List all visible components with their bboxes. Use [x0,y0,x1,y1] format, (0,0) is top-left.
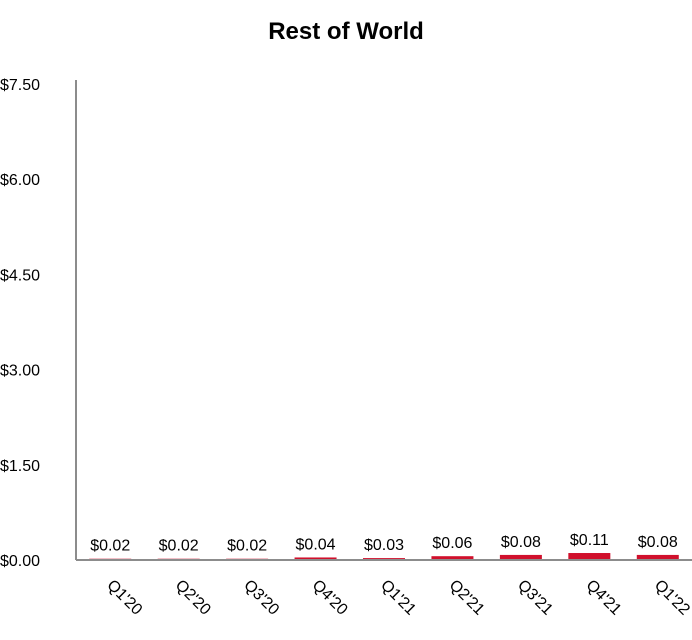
bar [568,553,611,560]
y-tick-label: $1.50 [0,458,40,475]
data-label: $0.08 [638,534,678,551]
x-tick-label: Q1'20 [103,577,145,619]
y-tick-label: $6.00 [0,172,40,189]
data-label: $0.02 [227,538,267,555]
chart-title: Rest of World [268,18,424,45]
x-tick-label: Q2'21 [446,577,488,619]
x-tick-label: Q3'21 [514,577,556,619]
data-labels: $0.02 $0.02 $0.02 $0.04 $0.03 $0.06 $0.08 $0.11… [90,532,678,555]
data-label: $0.08 [501,534,541,551]
x-tick-label: Q3'20 [240,577,282,619]
data-label: $0.02 [159,538,199,555]
x-axis-ticks: Q1'20 Q2'20 Q3'20 Q4'20 Q1'21 Q2'21 Q3'21 Q4'21… [103,577,692,619]
y-axis-ticks: $0.00 $1.50 $3.00 $4.50 $6.00 $7.50 [0,77,40,570]
bar [499,554,542,560]
data-label: $0.06 [432,535,472,552]
data-label: $0.03 [364,537,404,554]
y-tick-label: $7.50 [0,77,40,94]
y-tick-label: $0.00 [0,553,40,570]
x-tick-label: Q1'21 [377,577,419,619]
x-tick-label: Q1'22 [651,577,692,619]
data-label: $0.04 [296,536,336,553]
y-tick-label: $3.00 [0,363,40,380]
x-tick-label: Q2'20 [172,577,214,619]
y-tick-label: $4.50 [0,267,40,284]
bar [431,556,474,560]
data-label: $0.11 [570,532,609,549]
x-tick-label: Q4'21 [583,577,625,619]
bar [636,554,679,560]
bar [294,557,337,560]
x-tick-label: Q4'20 [309,577,351,619]
data-label: $0.02 [90,538,130,555]
